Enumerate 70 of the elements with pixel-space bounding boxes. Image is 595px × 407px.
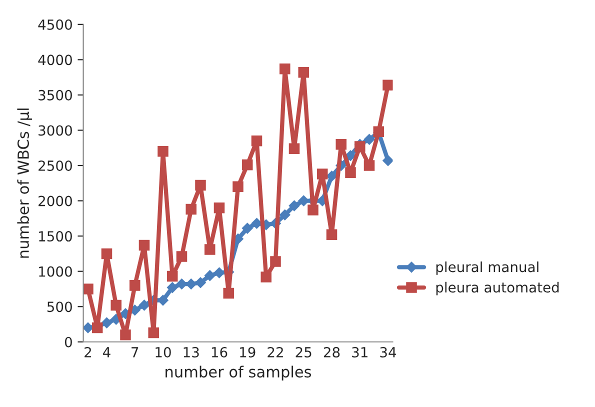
x-tick-label: 22 <box>268 346 283 358</box>
point <box>382 80 393 90</box>
x-tick-label: 31 <box>352 346 368 358</box>
y-tick-label: 4500 <box>38 19 72 30</box>
y-tick-label: 2000 <box>38 196 72 206</box>
point <box>101 317 112 328</box>
point <box>204 244 216 255</box>
legend-label: pleura automated <box>436 282 559 296</box>
point <box>110 300 122 311</box>
point <box>288 200 300 212</box>
point <box>195 277 206 288</box>
point <box>204 270 216 281</box>
x-tick-label: 28 <box>324 346 340 358</box>
point <box>251 135 262 146</box>
point <box>138 300 150 311</box>
point <box>158 146 168 157</box>
x-tick-label: 25 <box>296 346 312 358</box>
y-tick-label: 3000 <box>38 125 72 136</box>
point <box>83 284 94 294</box>
point <box>270 256 281 267</box>
point <box>317 168 328 180</box>
y-tick-label: 0 <box>64 336 72 348</box>
x-tick-label: 19 <box>240 346 256 358</box>
point <box>223 288 234 299</box>
x-tick-label: 34 <box>380 346 396 358</box>
point <box>158 294 168 306</box>
x-tick-label: 4 <box>103 347 110 358</box>
point <box>345 150 356 162</box>
y-tick-label: 3500 <box>38 90 72 100</box>
point <box>382 155 393 166</box>
point <box>101 248 112 260</box>
x-axis-title: number of samples <box>166 366 312 381</box>
point <box>166 282 178 293</box>
point <box>288 143 300 154</box>
point <box>148 327 159 338</box>
point <box>354 141 366 152</box>
point <box>364 160 375 171</box>
point <box>166 270 178 282</box>
point <box>214 202 225 214</box>
y-tick-label: 1500 <box>39 231 72 242</box>
y-tick-label: 4000 <box>38 54 72 66</box>
x-tick-label: 2 <box>84 346 92 358</box>
point <box>176 251 188 262</box>
point <box>326 229 338 240</box>
y-tick-label: 2500 <box>38 160 72 171</box>
y-axis-title: number of WBCs /µl <box>17 108 32 258</box>
point <box>242 159 253 170</box>
point <box>298 67 310 78</box>
x-tick-label: 16 <box>212 346 228 358</box>
point <box>345 167 356 178</box>
point <box>308 204 318 216</box>
point <box>232 181 244 192</box>
y-tick-label: 500 <box>47 302 72 312</box>
x-tick-label: 7 <box>132 347 138 358</box>
point <box>260 272 272 282</box>
x-tick-label: 10 <box>156 346 171 358</box>
point <box>280 63 290 74</box>
point <box>364 134 375 145</box>
point <box>138 240 150 251</box>
point <box>186 204 196 215</box>
point <box>242 222 253 234</box>
point <box>120 329 131 340</box>
point <box>279 209 290 220</box>
point <box>195 180 206 191</box>
legend-label: pleural manual <box>436 261 538 275</box>
x-tick-label: 13 <box>184 346 199 358</box>
point <box>129 280 140 291</box>
point <box>83 322 94 334</box>
y-tick-label: 1000 <box>39 266 72 277</box>
point <box>336 138 347 150</box>
